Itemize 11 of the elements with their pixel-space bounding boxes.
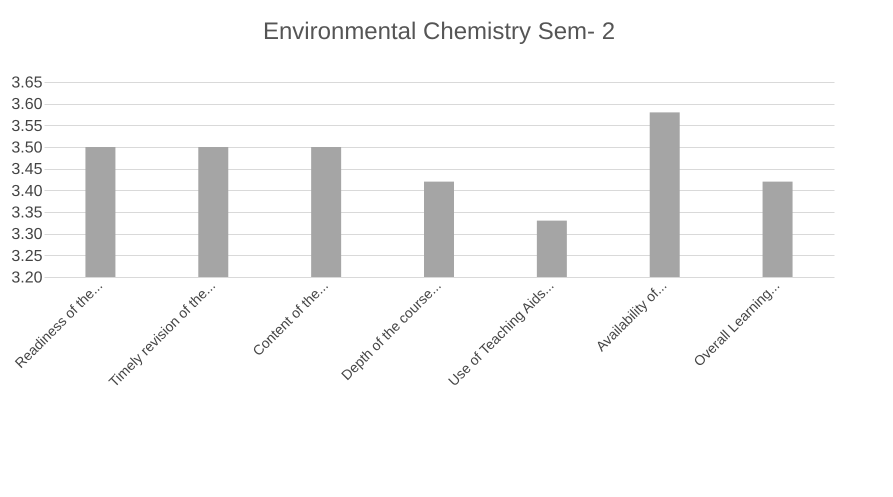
chart-title: Environmental Chemistry Sem- 2 <box>262 18 616 45</box>
y-tick-label: 3.50 <box>11 140 43 156</box>
y-tick-label: 3.60 <box>11 96 43 114</box>
y-tick-label: 3.40 <box>11 182 43 200</box>
y-tick-label: 3.45 <box>11 161 43 178</box>
y-tick-label: 3.35 <box>11 204 43 222</box>
y-tick-label: 3.25 <box>11 248 43 265</box>
y-tick-label: 3.30 <box>11 226 43 244</box>
y-tick-label: 3.55 <box>11 118 43 135</box>
y-tick-label: 3.20 <box>11 270 43 286</box>
y-tick-label: 3.65 <box>11 74 43 92</box>
